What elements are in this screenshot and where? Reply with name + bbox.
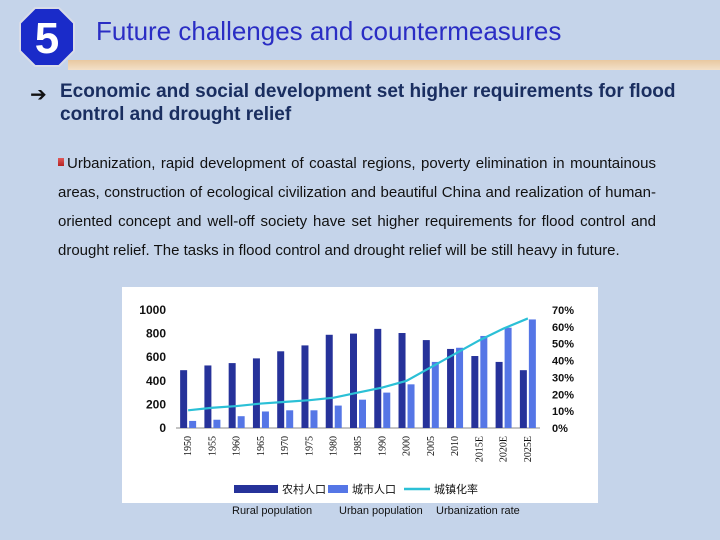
urbanization-rate-caption: Urbanization rate: [436, 505, 520, 517]
urban-population-bar: [528, 319, 536, 428]
x-axis-tick-label: 2005: [426, 436, 437, 456]
square-bullet-icon: [58, 158, 64, 166]
right-axis-tick-label: 60%: [552, 322, 574, 334]
left-axis-tick-label: 600: [146, 350, 166, 364]
title-underline: [68, 60, 720, 70]
urban-population-bar: [310, 410, 318, 428]
rural-population-bar: [325, 334, 333, 428]
population-chart: 0 200 400 600 800 1000 0% 10% 20% 30% 40% 50% 60% 70%…: [122, 287, 598, 503]
section-number: 5: [35, 14, 59, 63]
left-axis-tick-label: 800: [146, 327, 166, 341]
body-text: Urbanization, rapid development of coast…: [58, 155, 656, 259]
rural-population-bar: [495, 361, 503, 428]
urban-population-bar: [456, 347, 464, 428]
left-axis-tick-label: 200: [146, 397, 166, 411]
left-axis-tick-label: 1000: [139, 303, 166, 317]
x-axis-tick-label: 1950: [183, 436, 194, 456]
x-axis-tick-label: 1960: [232, 436, 243, 456]
rural-population-bar: [471, 356, 479, 428]
x-axis-tick-label: 1980: [329, 436, 340, 456]
urban-population-bar: [383, 392, 391, 428]
right-axis-tick-label: 40%: [552, 356, 574, 368]
rural-population-bar: [447, 348, 455, 428]
rural-population-bar: [350, 333, 357, 428]
rural-population-bar: [252, 358, 260, 428]
section-heading: Economic and social development set high…: [60, 81, 676, 125]
rural-population-bar: [374, 328, 382, 428]
left-axis-tick-label: 0: [159, 421, 166, 435]
x-axis-tick-label: 2025E: [523, 436, 534, 462]
urban-population-bar: [286, 410, 294, 428]
urban-population-bar: [480, 335, 488, 428]
x-axis-tick-label: 1985: [353, 436, 364, 456]
arrow-bullet-icon: ➔: [30, 84, 47, 106]
urban-population-bar: [359, 399, 366, 428]
rural-population-bar: [277, 351, 285, 428]
x-axis-tick-label: 1990: [377, 436, 388, 456]
legend-label-rural: 农村人口: [282, 482, 326, 496]
octagon-shape: [19, 7, 75, 67]
right-axis-tick-label: 10%: [552, 406, 574, 418]
rural-population-bar: [180, 370, 188, 428]
urban-population-bar: [504, 327, 512, 428]
urban-population-bar: [431, 361, 439, 428]
x-axis-tick-label: 1965: [256, 436, 267, 456]
right-axis-tick-label: 50%: [552, 339, 574, 351]
urbanization-rate-line: [188, 317, 529, 412]
legend-swatch-rural: [234, 485, 278, 493]
urban-population-caption: Urban population: [339, 505, 423, 517]
right-axis-tick-label: 70%: [552, 305, 574, 317]
legend-label-urban: 城市人口: [352, 482, 396, 496]
rural-population-bar: [301, 345, 309, 428]
section-number-badge: 5: [19, 7, 75, 67]
right-axis-tick-label: 20%: [552, 389, 574, 401]
urban-population-bar: [189, 420, 197, 428]
x-axis-tick-label: 2010: [450, 436, 461, 456]
legend-label-rate: 城镇化率: [434, 482, 478, 496]
x-axis-tick-label: 2000: [402, 436, 413, 456]
x-axis-tick-label: 1975: [304, 436, 315, 456]
rural-population-bar: [228, 363, 236, 428]
rural-population-bar: [422, 340, 430, 428]
legend-swatch-urban: [328, 485, 348, 493]
rural-population-bar: [398, 333, 406, 428]
left-axis-tick-label: 400: [146, 374, 166, 388]
x-axis-tick-label: 2020E: [499, 436, 510, 462]
urban-population-bar: [407, 384, 415, 428]
right-axis-tick-label: 30%: [552, 372, 574, 384]
urban-population-bar: [237, 416, 245, 428]
body-paragraph: Urbanization, rapid development of coast…: [58, 149, 656, 265]
right-axis-tick-label: 0%: [552, 423, 568, 435]
x-axis-tick-label: 1955: [207, 436, 218, 456]
slide-title: Future challenges and countermeasures: [96, 16, 562, 46]
urban-population-bar: [213, 419, 221, 428]
x-axis-tick-label: 2015E: [474, 436, 485, 462]
x-axis-tick-label: 1970: [280, 436, 291, 456]
urban-population-bar: [261, 411, 269, 428]
urban-population-bar: [334, 405, 342, 428]
rural-population-caption: Rural population: [232, 505, 313, 517]
rural-population-bar: [204, 365, 212, 428]
rural-population-bar: [519, 370, 527, 428]
